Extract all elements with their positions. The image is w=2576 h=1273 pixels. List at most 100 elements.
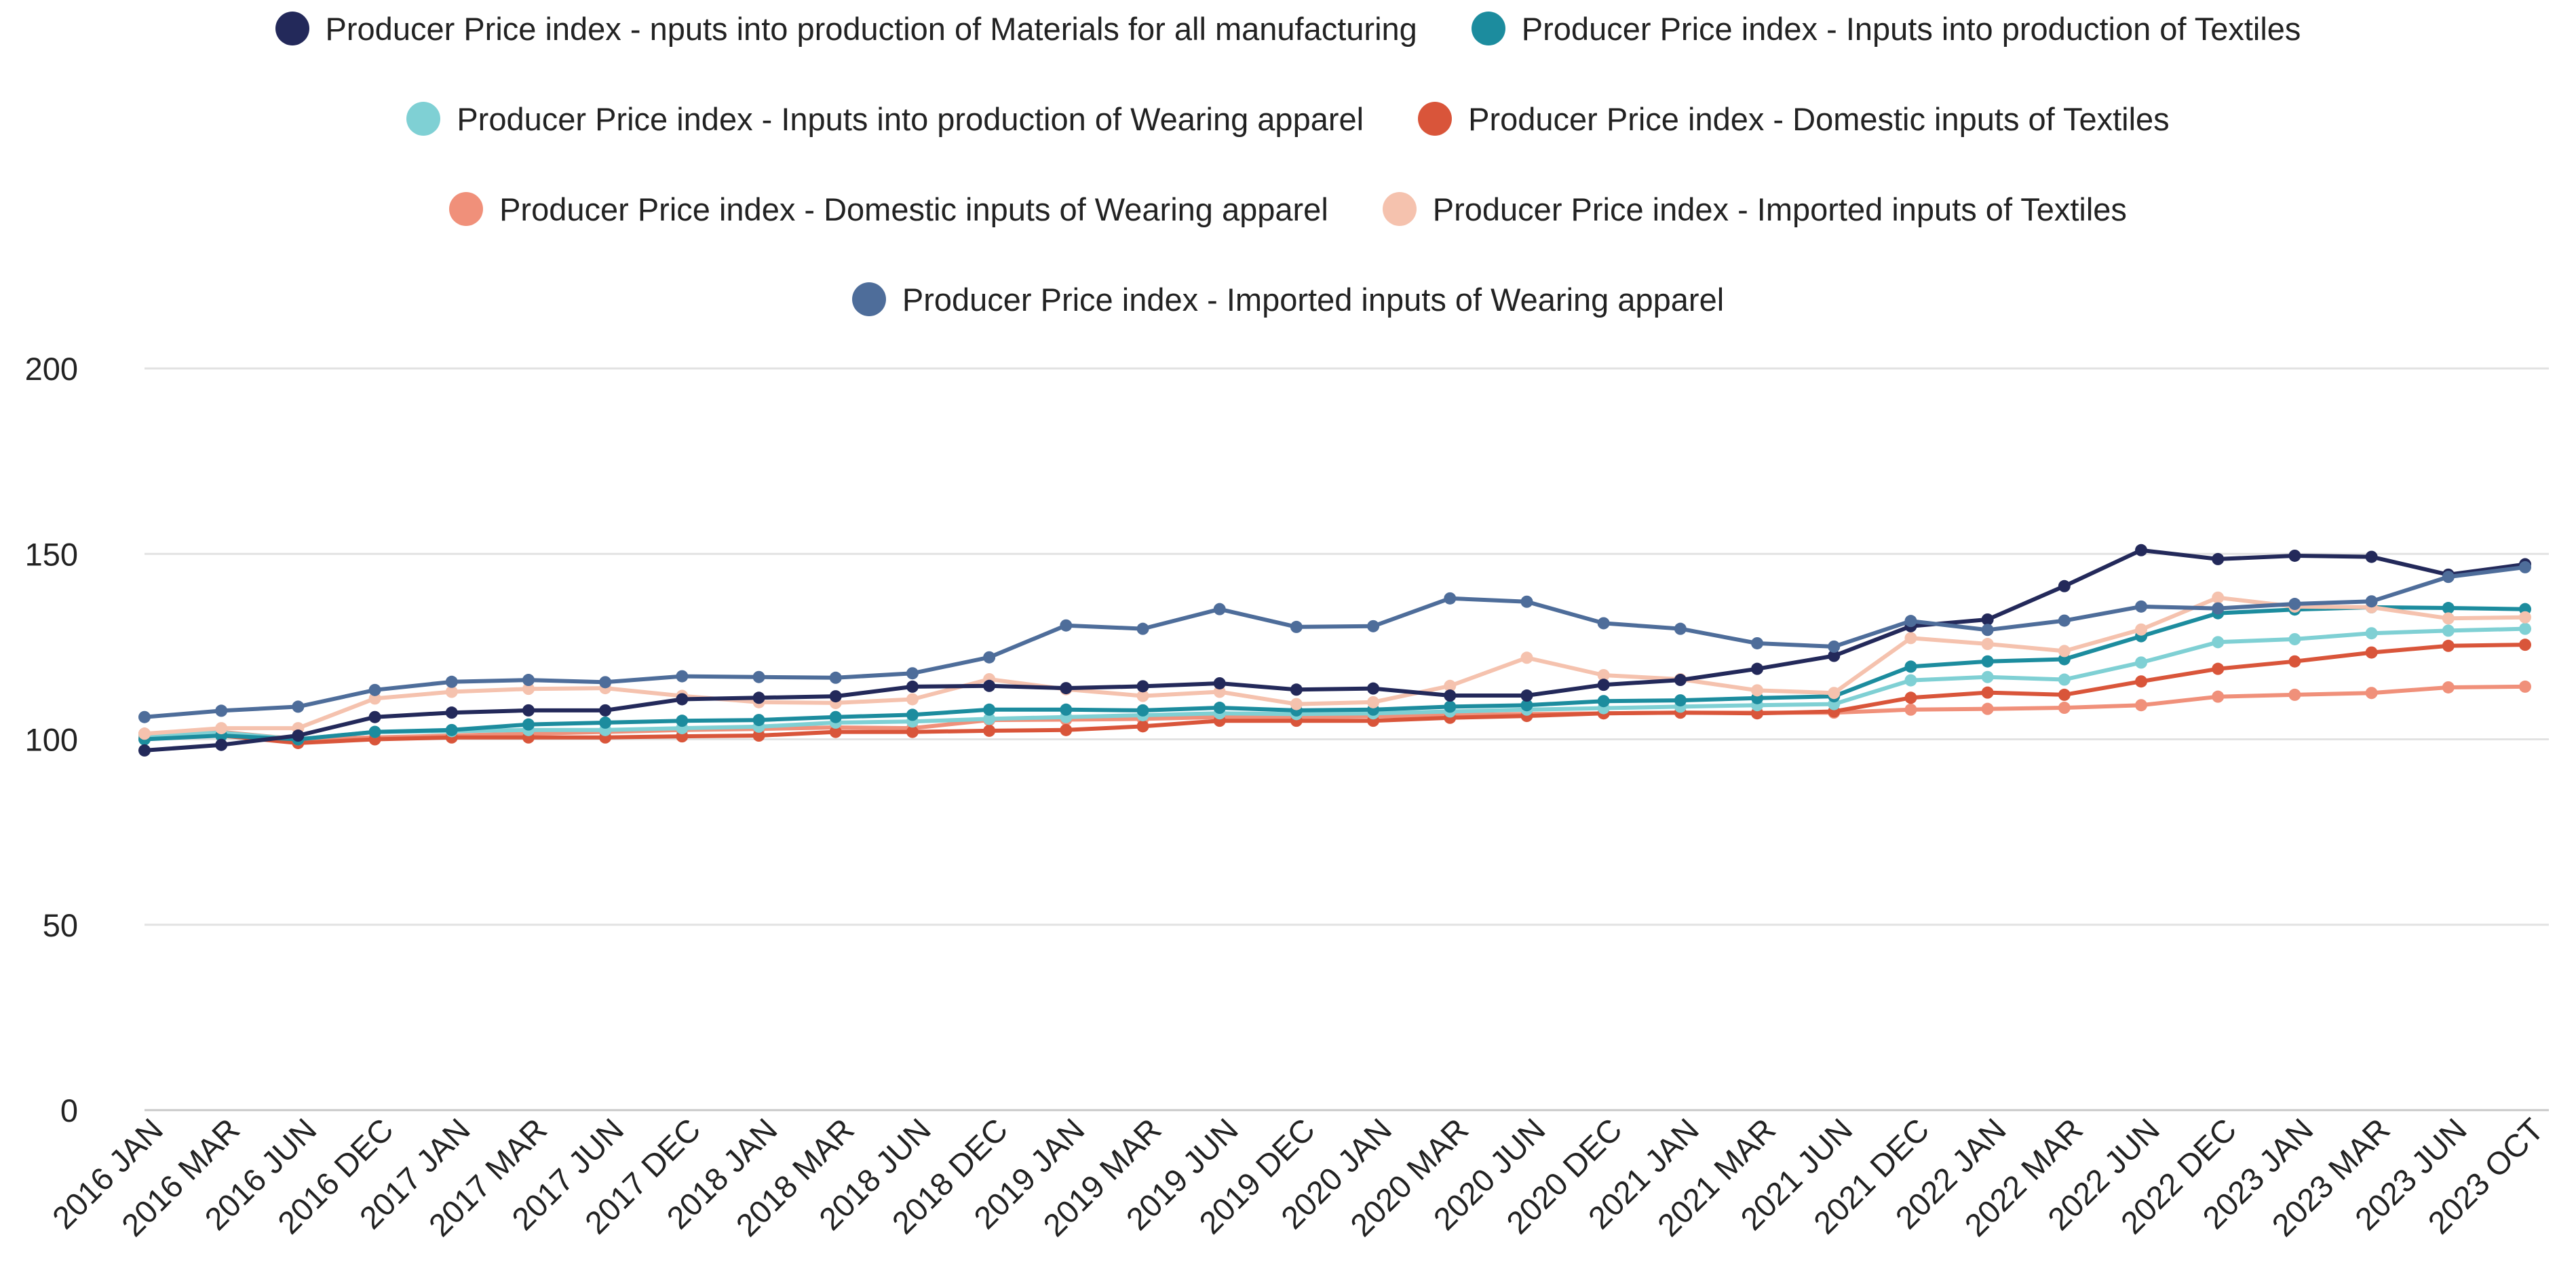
data-point[interactable]	[906, 693, 919, 706]
data-point[interactable]	[1060, 723, 1073, 736]
legend-item-domestic-wearing-apparel[interactable]: Producer Price index - Domestic inputs o…	[449, 191, 1328, 228]
data-point[interactable]	[1828, 649, 1841, 662]
data-point[interactable]	[1060, 619, 1073, 632]
data-point[interactable]	[1828, 687, 1841, 700]
data-point[interactable]	[676, 670, 689, 683]
legend-item-inputs-wearing-apparel[interactable]: Producer Price index - Inputs into produ…	[406, 100, 1364, 138]
data-point[interactable]	[138, 744, 151, 757]
data-point[interactable]	[2135, 544, 2148, 556]
data-point[interactable]	[138, 727, 151, 740]
data-point[interactable]	[1751, 662, 1764, 675]
data-point[interactable]	[599, 704, 612, 717]
data-point[interactable]	[2135, 656, 2148, 669]
data-point[interactable]	[2058, 580, 2071, 592]
legend-item-materials-all-manufacturing[interactable]: Producer Price index - nputs into produc…	[275, 10, 1417, 48]
legend-item-domestic-textiles[interactable]: Producer Price index - Domestic inputs o…	[1418, 100, 2170, 138]
data-point[interactable]	[2442, 624, 2455, 637]
data-point[interactable]	[2212, 662, 2225, 675]
data-point[interactable]	[2212, 690, 2225, 703]
data-point[interactable]	[1981, 702, 1994, 715]
data-point[interactable]	[522, 683, 535, 696]
data-point[interactable]	[983, 712, 996, 725]
data-point[interactable]	[2212, 552, 2225, 565]
data-point[interactable]	[2519, 560, 2531, 573]
data-point[interactable]	[1674, 674, 1687, 687]
data-point[interactable]	[599, 676, 612, 689]
data-point[interactable]	[368, 692, 381, 705]
data-point[interactable]	[676, 693, 689, 706]
data-point[interactable]	[2212, 602, 2225, 615]
data-point[interactable]	[1981, 686, 1994, 699]
data-point[interactable]	[1520, 699, 1533, 712]
data-point[interactable]	[1367, 696, 1380, 708]
data-point[interactable]	[1981, 624, 1994, 636]
data-point[interactable]	[829, 671, 842, 684]
data-point[interactable]	[752, 670, 765, 683]
data-point[interactable]	[2288, 632, 2301, 645]
data-point[interactable]	[1674, 694, 1687, 707]
data-point[interactable]	[2365, 687, 2378, 700]
data-point[interactable]	[1981, 613, 1994, 626]
data-point[interactable]	[906, 708, 919, 721]
data-point[interactable]	[1136, 680, 1149, 693]
data-point[interactable]	[522, 718, 535, 731]
data-point[interactable]	[1290, 698, 1303, 710]
data-point[interactable]	[2519, 622, 2531, 635]
data-point[interactable]	[215, 738, 228, 751]
data-point[interactable]	[1367, 620, 1380, 632]
data-point[interactable]	[2519, 611, 2531, 624]
data-point[interactable]	[1444, 700, 1457, 713]
data-point[interactable]	[2135, 623, 2148, 636]
data-point[interactable]	[1213, 685, 1226, 698]
data-point[interactable]	[1213, 702, 1226, 715]
data-point[interactable]	[2288, 549, 2301, 562]
data-point[interactable]	[368, 725, 381, 738]
data-point[interactable]	[2442, 681, 2455, 694]
data-point[interactable]	[1981, 655, 1994, 668]
data-point[interactable]	[522, 704, 535, 717]
data-point[interactable]	[1213, 603, 1226, 615]
legend-item-imported-wearing-apparel[interactable]: Producer Price index - Imported inputs o…	[851, 281, 1724, 318]
data-point[interactable]	[1136, 704, 1149, 717]
data-point[interactable]	[445, 723, 458, 736]
data-point[interactable]	[1060, 682, 1073, 695]
data-point[interactable]	[2442, 612, 2455, 625]
data-point[interactable]	[2212, 636, 2225, 649]
data-point[interactable]	[2442, 602, 2455, 615]
legend-item-inputs-textiles[interactable]: Producer Price index - Inputs into produ…	[1471, 10, 2301, 48]
data-point[interactable]	[906, 667, 919, 680]
data-point[interactable]	[1751, 636, 1764, 649]
data-point[interactable]	[2135, 600, 2148, 613]
data-point[interactable]	[829, 690, 842, 703]
data-point[interactable]	[215, 704, 228, 717]
data-point[interactable]	[2519, 639, 2531, 651]
data-point[interactable]	[445, 685, 458, 698]
data-point[interactable]	[752, 691, 765, 704]
data-point[interactable]	[1136, 689, 1149, 702]
data-point[interactable]	[752, 714, 765, 727]
data-point[interactable]	[1674, 622, 1687, 635]
data-point[interactable]	[906, 680, 919, 693]
data-point[interactable]	[368, 710, 381, 723]
data-point[interactable]	[1981, 638, 1994, 651]
data-point[interactable]	[1367, 682, 1380, 695]
data-point[interactable]	[2135, 699, 2148, 712]
data-point[interactable]	[1904, 674, 1917, 687]
data-point[interactable]	[2519, 680, 2531, 693]
data-point[interactable]	[2058, 688, 2071, 701]
data-point[interactable]	[1904, 615, 1917, 628]
data-point[interactable]	[1597, 668, 1610, 681]
data-point[interactable]	[1597, 679, 1610, 691]
data-point[interactable]	[983, 724, 996, 737]
data-point[interactable]	[829, 710, 842, 723]
data-point[interactable]	[2058, 614, 2071, 627]
data-point[interactable]	[1136, 720, 1149, 733]
data-point[interactable]	[2288, 655, 2301, 668]
data-point[interactable]	[2135, 675, 2148, 688]
data-point[interactable]	[1520, 689, 1533, 702]
data-point[interactable]	[2365, 550, 2378, 563]
data-point[interactable]	[1904, 691, 1917, 704]
data-point[interactable]	[1597, 695, 1610, 708]
data-point[interactable]	[2288, 688, 2301, 701]
data-point[interactable]	[1904, 632, 1917, 645]
